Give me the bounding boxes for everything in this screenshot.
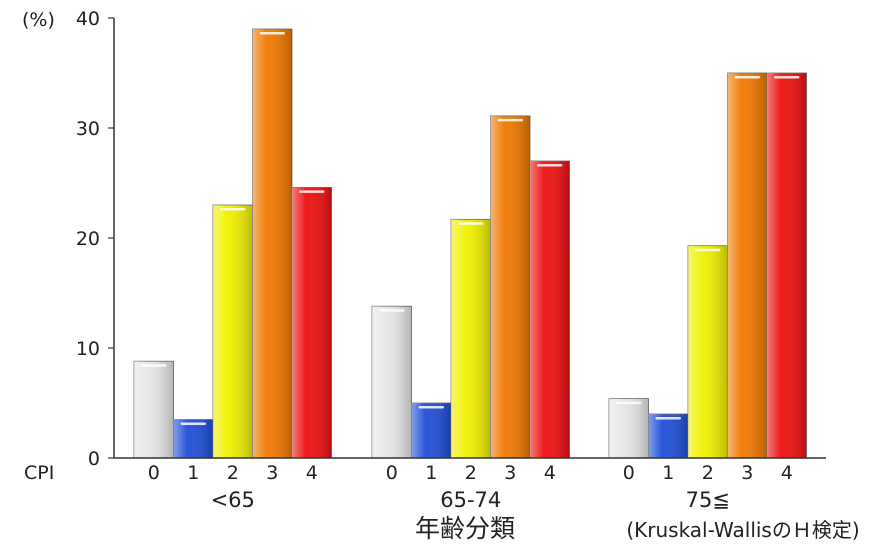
bar-shade <box>451 219 491 458</box>
bar-shade <box>252 29 292 458</box>
bar-shade <box>411 403 451 458</box>
bar-shade <box>213 205 253 458</box>
cpi-tick-label: 2 <box>465 462 477 484</box>
age-group-label: 65-74 <box>440 488 501 512</box>
bar-shade <box>292 187 332 458</box>
bar <box>608 398 649 459</box>
bar-highlight <box>695 248 721 252</box>
bar-shade <box>727 73 767 458</box>
bar <box>252 28 293 459</box>
bar <box>529 160 570 459</box>
bar-shade <box>173 419 213 458</box>
bar <box>490 115 531 459</box>
bar-highlight <box>259 32 285 35</box>
bar-highlight <box>774 76 800 79</box>
bar <box>727 72 768 459</box>
bar-highlight <box>418 406 444 409</box>
bar-highlight <box>655 417 681 420</box>
cpi-tick-label: 1 <box>425 462 437 484</box>
y-tick-label: 30 <box>76 118 100 140</box>
bar <box>411 402 452 459</box>
cpi-tick-label: 0 <box>148 462 160 484</box>
age-group-label: 75≦ <box>686 488 730 512</box>
cpi-tick-label: 0 <box>623 462 635 484</box>
bar-highlight <box>299 190 325 193</box>
bar-shade <box>767 73 807 458</box>
bar <box>212 204 253 459</box>
cpi-tick-label: 3 <box>266 462 278 484</box>
bar <box>648 413 689 459</box>
y-tick-label: 0 <box>88 448 100 470</box>
bar-highlight <box>734 76 760 79</box>
bar-shade <box>490 115 530 459</box>
cpi-tick-label: 1 <box>662 462 674 484</box>
bar-shade <box>372 306 412 458</box>
bar-highlight <box>616 401 642 405</box>
bar <box>371 305 412 459</box>
bar <box>687 245 728 459</box>
bar-highlight <box>141 364 167 367</box>
cpi-tick-label: 2 <box>227 462 239 484</box>
y-tick-label: 20 <box>76 228 100 250</box>
bar-highlight <box>497 118 523 122</box>
y-tick-label: 40 <box>76 8 100 30</box>
cpi-tick-label: 2 <box>702 462 714 484</box>
age-group-label: <65 <box>211 488 255 512</box>
bar <box>450 218 491 459</box>
y-axis-unit: (%) <box>22 9 55 31</box>
bar-highlight <box>220 208 246 211</box>
cpi-tick-label: 0 <box>386 462 398 484</box>
bar-shade <box>648 414 688 458</box>
bar <box>173 419 214 459</box>
cpi-tick-label: 3 <box>504 462 516 484</box>
cpi-tick-label: 4 <box>781 462 793 484</box>
test-note: (Kruskal-WallisのＨ検定) <box>626 518 859 542</box>
bar <box>291 186 332 459</box>
bar-highlight <box>537 164 563 167</box>
cpi-tick-label: 4 <box>544 462 556 484</box>
bar-shade <box>688 245 728 458</box>
cpi-axis-label: CPI <box>24 462 54 484</box>
y-ticks: 0 10 20 30 40 <box>76 8 114 470</box>
bars-layer <box>133 28 807 459</box>
cpi-tick-label: 4 <box>306 462 318 484</box>
bar-highlight <box>458 222 484 225</box>
cpi-tick-label: 3 <box>741 462 753 484</box>
y-tick-label: 10 <box>76 338 100 360</box>
bar-shade <box>530 161 570 458</box>
cpi-tick-label: 1 <box>187 462 199 484</box>
bar-highlight <box>379 309 405 312</box>
x-tick-labels: 0 1 2 3 4 <65 0 1 2 3 4 65-74 0 1 2 3 4 75≦ <box>148 462 793 512</box>
bar-shade <box>609 398 649 458</box>
bar <box>133 360 174 459</box>
x-axis-title: 年齢分類 <box>415 514 515 543</box>
bar <box>766 72 807 459</box>
bar-shade <box>134 361 174 458</box>
bar-highlight <box>180 422 206 425</box>
